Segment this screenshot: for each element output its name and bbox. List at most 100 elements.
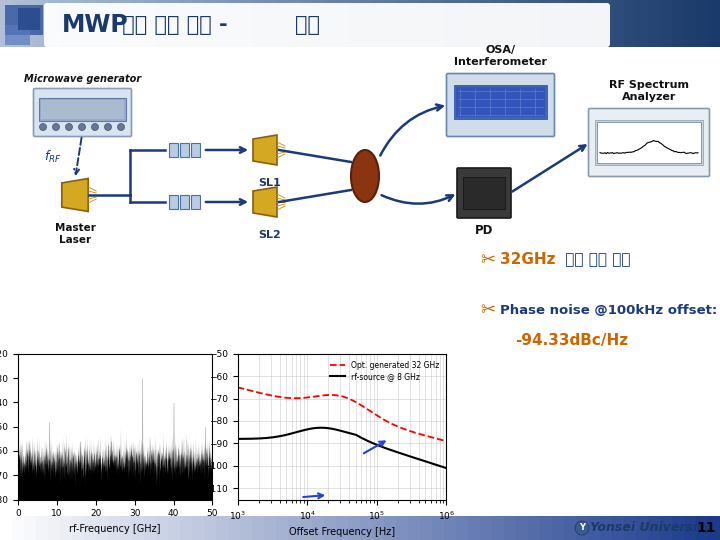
Bar	[454, 85, 547, 119]
Bar	[708, 0, 720, 47]
Opt. generated 32 GHz	[437, 437, 446, 443]
Bar	[180, 516, 193, 540]
Bar	[324, 0, 337, 47]
Bar	[408, 0, 421, 47]
Bar	[72, 516, 85, 540]
Bar	[576, 516, 589, 540]
Bar	[660, 0, 673, 47]
Bar	[168, 0, 181, 47]
Bar	[597, 122, 701, 163]
Bar	[72, 0, 85, 47]
Text: OSA/
Interferometer: OSA/ Interferometer	[454, 45, 547, 67]
Bar	[336, 0, 349, 47]
Bar	[228, 516, 241, 540]
Circle shape	[78, 124, 86, 131]
Bar	[60, 0, 73, 47]
Bar	[468, 0, 481, 47]
Bar	[384, 516, 397, 540]
Bar	[384, 0, 397, 47]
Text: SL2: SL2	[258, 230, 282, 240]
Bar	[696, 0, 709, 47]
rf-source @ 8 GHz	[405, 453, 413, 460]
Bar	[204, 0, 217, 47]
Bar	[41, 100, 124, 119]
Bar	[36, 0, 49, 47]
Bar	[624, 516, 637, 540]
Bar	[228, 0, 241, 47]
Text: Microwave generator: Microwave generator	[24, 74, 141, 84]
Bar	[216, 516, 229, 540]
Ellipse shape	[351, 150, 379, 202]
Bar	[96, 516, 109, 540]
Bar	[156, 516, 169, 540]
Text: 현재: 현재	[295, 15, 320, 35]
Bar	[672, 516, 685, 540]
Text: -94.33dBc/Hz: -94.33dBc/Hz	[515, 333, 628, 348]
Bar	[504, 0, 517, 47]
Legend: Opt. generated 32 GHz, rf-source @ 8 GHz: Opt. generated 32 GHz, rf-source @ 8 GHz	[327, 357, 443, 384]
Bar	[492, 516, 505, 540]
Text: RF Spectrum
Analyzer: RF Spectrum Analyzer	[609, 80, 689, 102]
Bar	[660, 516, 673, 540]
Bar	[48, 516, 61, 540]
Text: ✂: ✂	[480, 301, 495, 319]
Bar	[564, 516, 577, 540]
Bar	[636, 516, 649, 540]
Text: 신호 생성 성공: 신호 생성 성공	[560, 253, 631, 267]
Bar	[252, 516, 265, 540]
Text: 11: 11	[696, 521, 716, 535]
Polygon shape	[62, 179, 89, 212]
Opt. generated 32 GHz	[358, 402, 366, 409]
X-axis label: rf-Frequency [GHz]: rf-Frequency [GHz]	[69, 524, 161, 534]
Bar	[360, 516, 373, 540]
Bar	[684, 516, 697, 540]
Bar	[108, 516, 121, 540]
rf-source @ 8 GHz	[358, 435, 366, 442]
Bar	[708, 516, 720, 540]
Circle shape	[53, 124, 60, 131]
Bar	[191, 143, 200, 157]
Bar	[169, 143, 178, 157]
Bar	[120, 0, 133, 47]
Bar	[180, 195, 189, 209]
Bar	[276, 516, 289, 540]
rf-source @ 8 GHz	[317, 424, 325, 431]
Bar	[396, 0, 409, 47]
Bar	[5, 25, 30, 45]
Bar	[288, 516, 301, 540]
Bar	[432, 0, 445, 47]
rf-source @ 8 GHz	[334, 427, 343, 434]
Bar	[192, 0, 205, 47]
Bar	[588, 0, 601, 47]
Bar	[516, 516, 529, 540]
Bar	[84, 516, 97, 540]
Bar	[648, 516, 661, 540]
Bar	[144, 0, 157, 47]
Bar	[169, 195, 178, 209]
Bar	[552, 516, 565, 540]
Bar	[612, 0, 625, 47]
Bar	[684, 0, 697, 47]
Text: 신호 생성 연구 -: 신호 생성 연구 -	[115, 15, 235, 35]
Bar	[595, 120, 703, 165]
Bar	[648, 0, 661, 47]
Opt. generated 32 GHz	[442, 438, 451, 444]
rf-source @ 8 GHz	[233, 436, 242, 442]
Bar	[39, 98, 126, 121]
Bar	[276, 0, 289, 47]
rf-source @ 8 GHz	[438, 463, 446, 470]
Bar	[120, 516, 133, 540]
Bar	[288, 0, 301, 47]
FancyBboxPatch shape	[34, 89, 132, 137]
Bar	[252, 0, 265, 47]
Bar	[540, 516, 553, 540]
Bar	[324, 516, 337, 540]
Bar	[372, 0, 385, 47]
Bar	[191, 195, 200, 209]
Bar	[348, 0, 361, 47]
Bar	[468, 516, 481, 540]
Bar	[480, 0, 493, 47]
Bar	[672, 0, 685, 47]
Circle shape	[91, 124, 99, 131]
Bar	[48, 0, 61, 47]
